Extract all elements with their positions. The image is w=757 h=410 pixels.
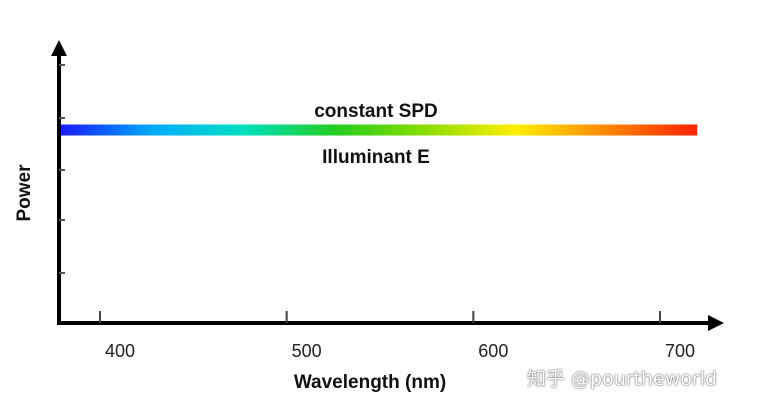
x-axis-title: Wavelength (nm)	[294, 372, 446, 393]
x-tick-label: 500	[292, 341, 322, 361]
y-axis-ticks	[59, 64, 65, 274]
x-axis-tick-labels: 400 500 600 700	[105, 341, 695, 361]
x-axis-ticks	[99, 311, 661, 323]
y-axis-arrowhead	[51, 40, 67, 56]
annotation-constant-spd: constant SPD	[314, 101, 438, 122]
x-axis-arrowhead	[708, 315, 724, 331]
y-axis-title: Power	[14, 164, 35, 222]
watermark: 知乎 @pourtheworld	[527, 368, 718, 390]
x-tick-label: 400	[105, 341, 135, 361]
series-layer	[61, 124, 698, 136]
annotation-illuminant-e: Illuminant E	[322, 147, 430, 168]
x-tick-label: 700	[665, 341, 695, 361]
series-line-constant-spd	[61, 124, 698, 136]
x-tick-label: 600	[478, 341, 508, 361]
